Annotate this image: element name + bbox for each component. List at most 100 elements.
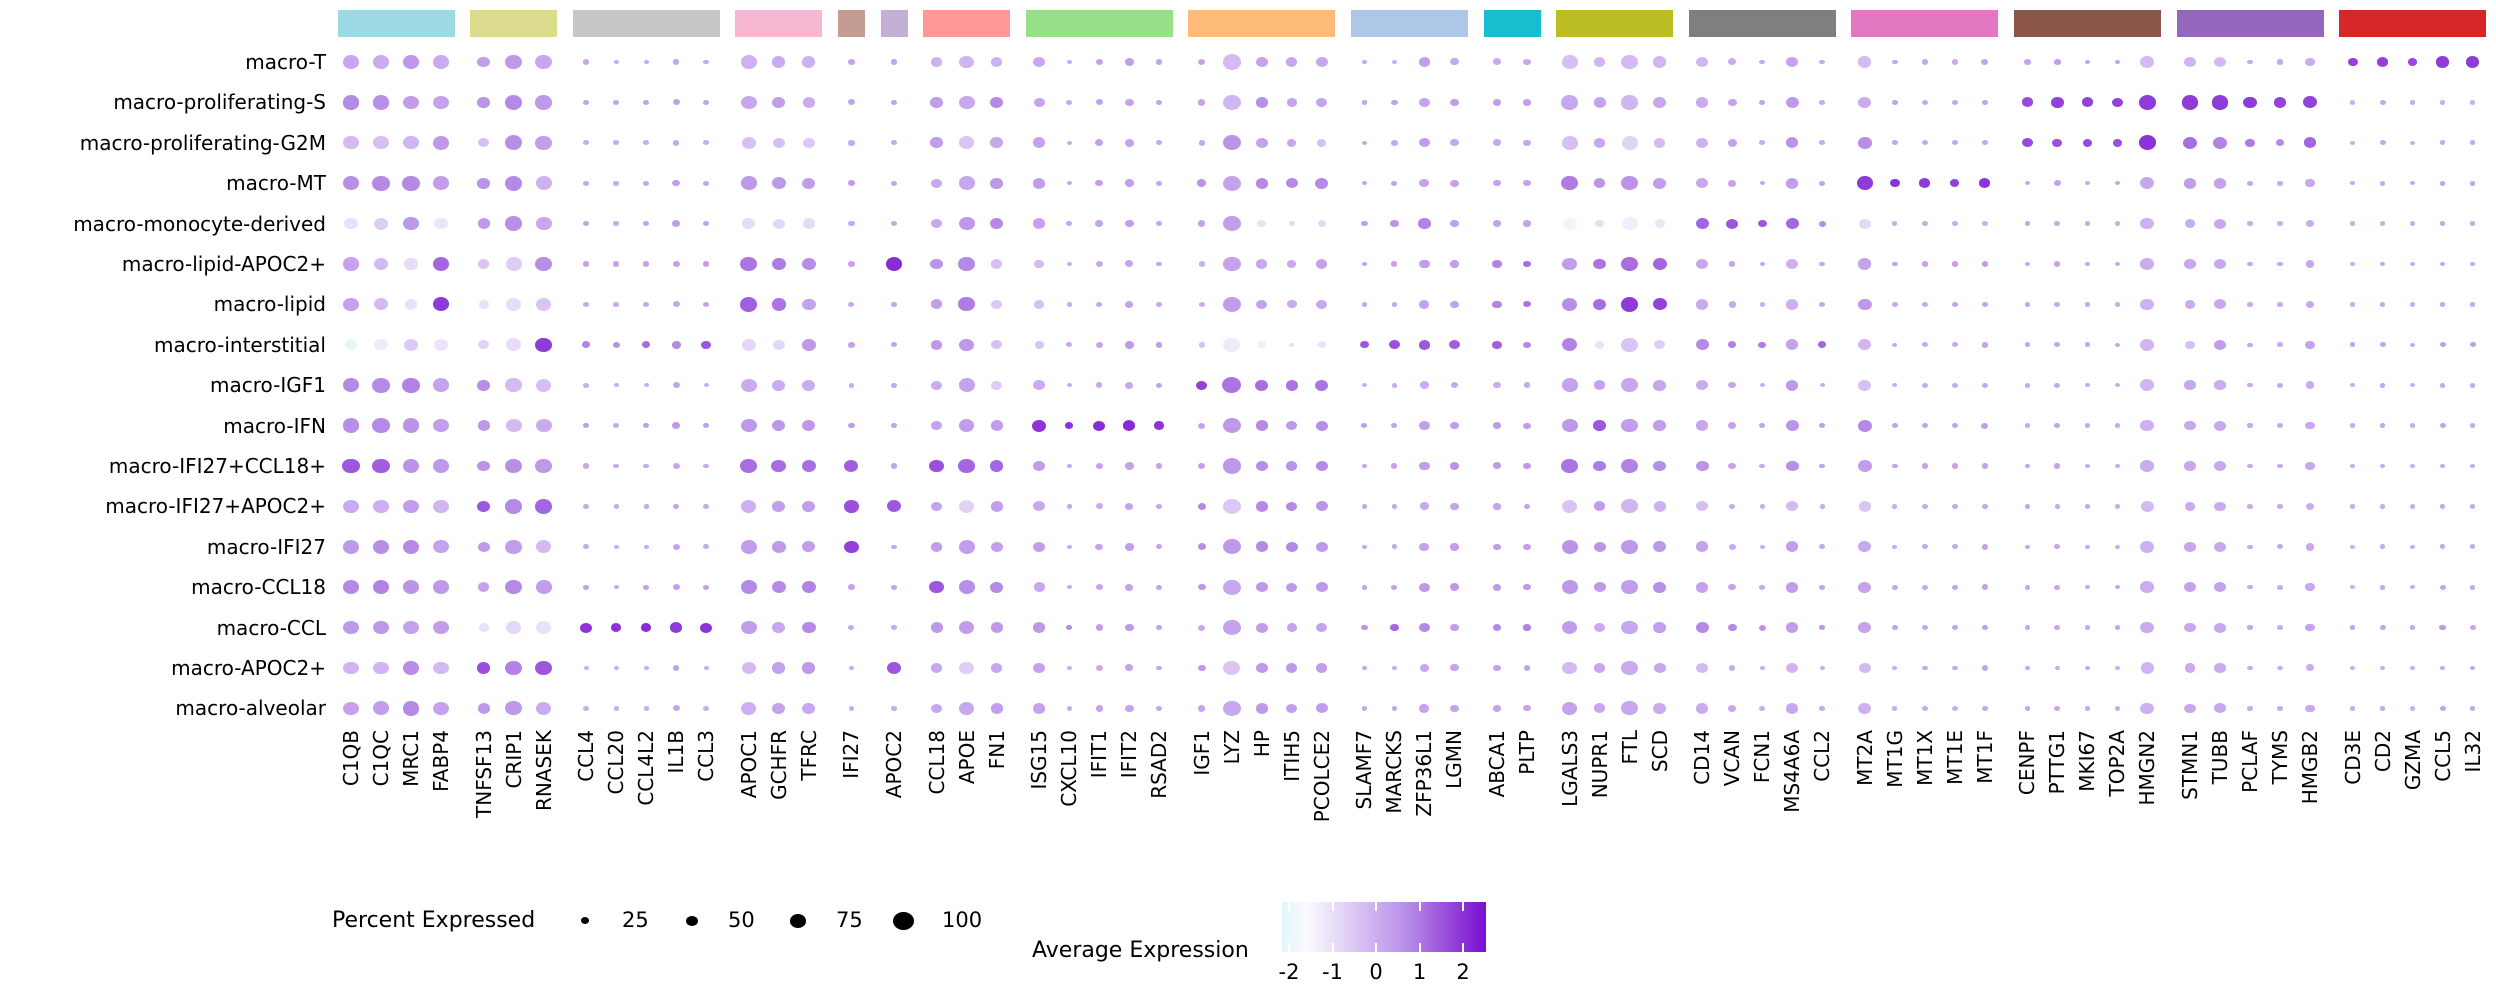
dot — [583, 301, 590, 307]
dot — [2465, 56, 2480, 68]
dot — [1523, 301, 1531, 308]
row-label-macro-lipid: macro-lipid — [213, 292, 326, 317]
dot — [1785, 56, 1799, 68]
dot — [2114, 383, 2120, 388]
dot — [1523, 462, 1531, 470]
dot — [1523, 584, 1531, 591]
dot — [1696, 299, 1709, 310]
dot — [374, 339, 388, 351]
dot — [1728, 261, 1736, 267]
dot — [2379, 463, 2386, 469]
dot — [2410, 221, 2416, 226]
dot — [1255, 541, 1269, 553]
dot — [1391, 140, 1398, 146]
dot — [643, 665, 649, 671]
dot — [1921, 503, 1928, 509]
dot — [2469, 180, 2476, 186]
dot — [1759, 261, 1765, 267]
dot — [1728, 422, 1737, 430]
dot — [1287, 138, 1297, 147]
dot — [2439, 463, 2446, 469]
dot — [2277, 382, 2283, 388]
dot — [1652, 298, 1667, 311]
dot — [848, 584, 855, 590]
dot — [2277, 221, 2283, 227]
dot — [2184, 542, 2196, 552]
dot — [2469, 584, 2476, 590]
dot — [2114, 504, 2120, 509]
dot — [929, 459, 945, 473]
dot — [643, 261, 650, 267]
dot — [477, 703, 490, 714]
dot — [372, 620, 390, 635]
gene-label-pclaf: PCLAF — [2238, 730, 2262, 793]
dot — [930, 622, 943, 633]
dot — [1198, 140, 1206, 146]
dot — [1593, 703, 1606, 714]
dot — [2247, 59, 2253, 65]
dot — [2277, 261, 2283, 267]
dot — [1389, 623, 1399, 632]
dot — [1391, 423, 1398, 429]
gene-label-tnfsf13: TNFSF13 — [471, 730, 496, 818]
dot — [1033, 501, 1046, 512]
dot — [1891, 261, 1898, 267]
dot — [991, 340, 1002, 350]
dot — [1758, 341, 1767, 349]
dot — [2349, 544, 2356, 550]
dot — [2024, 342, 2031, 348]
dot — [1197, 502, 1206, 510]
dot — [1223, 700, 1241, 716]
dot — [1155, 342, 1163, 348]
dot — [2439, 382, 2446, 388]
dot — [958, 540, 975, 554]
row-label-macro-ifi27+ccl18+: macro-IFI27+CCL18+ — [108, 454, 326, 478]
dot — [771, 257, 787, 271]
dot — [433, 418, 449, 433]
dot — [2214, 380, 2226, 390]
dot — [1198, 99, 1206, 106]
dot — [1523, 180, 1531, 187]
dot — [1819, 544, 1826, 550]
gene-label-itih5: ITIH5 — [1279, 730, 1304, 782]
dot — [2140, 338, 2155, 351]
dot — [1032, 218, 1046, 229]
gene-label-apoc1: APOC1 — [736, 730, 761, 799]
dot — [990, 581, 1003, 593]
dot — [991, 380, 1002, 390]
dot — [1125, 260, 1134, 268]
percent-legend-dot-50 — [685, 915, 699, 927]
dot — [1032, 419, 1047, 432]
dot — [1951, 503, 1958, 509]
dot — [1125, 664, 1134, 672]
dot — [2082, 138, 2092, 147]
dot — [1198, 422, 1206, 429]
dot — [342, 580, 360, 595]
dot — [505, 54, 522, 70]
dot — [1696, 178, 1709, 189]
dot — [1315, 420, 1328, 431]
dot — [1561, 620, 1578, 635]
dot — [1728, 665, 1736, 671]
dot — [1818, 220, 1826, 227]
dot — [741, 378, 757, 392]
dot — [476, 662, 491, 674]
gene-group-bar-apoc1 — [735, 10, 823, 37]
dot — [1593, 460, 1606, 472]
dot — [1727, 98, 1737, 107]
dot — [402, 580, 420, 595]
dot — [2410, 383, 2416, 388]
dot — [402, 418, 420, 433]
dot — [535, 176, 552, 190]
dot — [1223, 135, 1241, 151]
dot — [990, 501, 1003, 512]
dot — [1033, 461, 1046, 471]
dot — [1034, 340, 1044, 349]
dot — [1653, 460, 1666, 472]
dot — [2024, 463, 2031, 469]
dot — [2305, 260, 2315, 268]
gene-label-mrc1: MRC1 — [399, 730, 423, 787]
dot — [1315, 460, 1328, 472]
dot — [701, 340, 712, 350]
dot — [990, 541, 1003, 552]
